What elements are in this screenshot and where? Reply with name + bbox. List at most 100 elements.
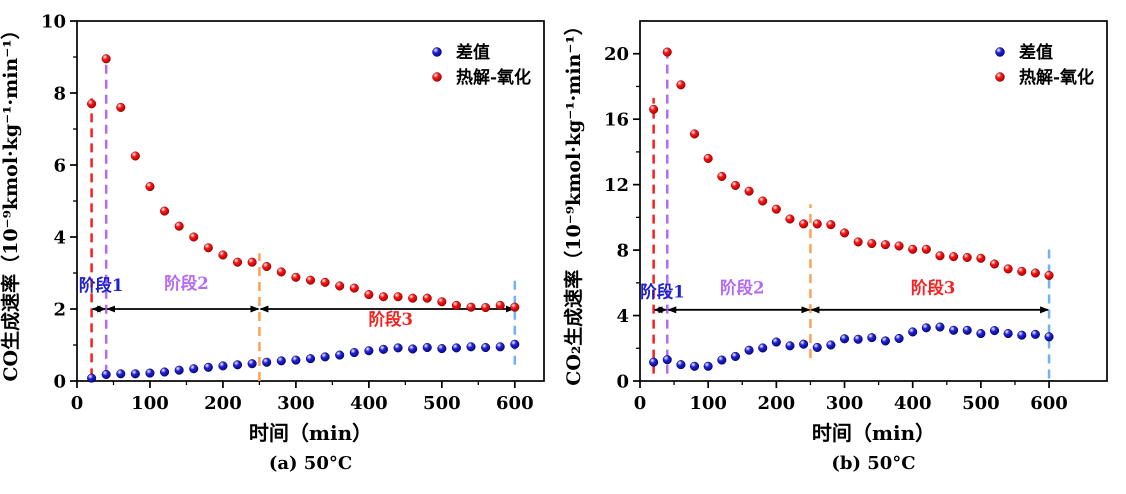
data-point bbox=[880, 336, 890, 346]
data-point bbox=[160, 367, 170, 377]
co-generation-rate-chart: 0 100 200 300 400 500 600 0 2 4 6 8 10 阶段1 阶段2 阶段3 差值热解-… bbox=[0, 12, 545, 474]
data-point bbox=[495, 342, 505, 352]
data-point bbox=[203, 362, 213, 372]
data-point bbox=[349, 348, 359, 358]
legend-marker bbox=[432, 72, 442, 82]
data-point bbox=[908, 244, 918, 254]
series-diff-points bbox=[87, 339, 520, 383]
data-point bbox=[758, 343, 768, 353]
data-point bbox=[839, 334, 850, 344]
data-point bbox=[262, 357, 272, 367]
x-tick-label: 200 bbox=[758, 393, 796, 414]
y-tick-label: 0 bbox=[53, 372, 66, 393]
legend-label: 差值 bbox=[1019, 42, 1053, 63]
x-tick-label: 300 bbox=[277, 393, 315, 414]
y-axis: 0 2 4 6 8 10 bbox=[41, 12, 77, 393]
x-tick-label: 200 bbox=[204, 393, 242, 414]
legend-marker bbox=[432, 47, 442, 57]
chart-caption: (b) 50°C bbox=[831, 453, 915, 474]
x-tick-label: 600 bbox=[1030, 393, 1068, 414]
data-point bbox=[1017, 330, 1027, 340]
data-point bbox=[962, 325, 972, 335]
x-tick-label: 600 bbox=[496, 393, 534, 414]
stage-label: 阶段1 bbox=[640, 282, 684, 302]
stage-labels: 阶段1 阶段2 阶段3 bbox=[79, 273, 413, 329]
data-point bbox=[921, 323, 931, 333]
y-tick-label: 10 bbox=[41, 12, 66, 33]
data-point bbox=[218, 250, 228, 260]
data-point bbox=[466, 302, 476, 312]
data-point bbox=[867, 333, 877, 343]
y-tick-label: 8 bbox=[53, 84, 66, 105]
data-point bbox=[174, 365, 184, 375]
series-pyrolysis-oxidation-points bbox=[649, 47, 1054, 281]
data-point bbox=[689, 361, 700, 371]
y-tick-label: 8 bbox=[616, 241, 629, 262]
data-point bbox=[703, 361, 713, 371]
data-point bbox=[364, 290, 374, 300]
y-axis-label: CO生成速率（10⁻⁹kmol·kg⁻¹·min⁻¹） bbox=[0, 20, 22, 381]
data-point bbox=[422, 342, 432, 353]
series-diff-points bbox=[649, 322, 1054, 371]
stage-label: 阶段3 bbox=[369, 309, 413, 329]
y-axis: 0 4 8 12 16 20 bbox=[604, 44, 640, 393]
data-point bbox=[949, 325, 959, 335]
data-point bbox=[921, 244, 931, 254]
data-point bbox=[320, 352, 330, 362]
plot-border bbox=[76, 20, 545, 382]
stage-label: 阶段2 bbox=[720, 277, 764, 297]
x-tick-label: 400 bbox=[894, 393, 932, 414]
data-point bbox=[189, 232, 199, 242]
data-point bbox=[116, 369, 126, 379]
data-point bbox=[145, 182, 155, 192]
data-point bbox=[880, 240, 890, 250]
data-point bbox=[437, 344, 447, 354]
legend-entry: 差值 bbox=[432, 42, 490, 63]
chart-panel-b: 0 100 200 300 400 500 600 0 4 8 12 16 20 阶段1 阶段2 阶段3 差值热… bbox=[562, 0, 1126, 490]
data-point bbox=[717, 171, 727, 182]
data-point bbox=[291, 355, 301, 365]
data-point bbox=[130, 369, 140, 379]
data-point bbox=[422, 293, 432, 303]
data-point bbox=[291, 272, 301, 282]
data-point bbox=[949, 252, 959, 262]
data-point bbox=[1017, 266, 1027, 276]
data-point bbox=[799, 219, 809, 229]
chart-panel-a: 0 100 200 300 400 500 600 0 2 4 6 8 10 阶段1 阶段2 阶段3 差值 热解-… bbox=[0, 0, 563, 490]
data-point bbox=[305, 354, 316, 364]
data-point bbox=[335, 281, 345, 291]
data-point bbox=[335, 350, 345, 360]
data-point bbox=[744, 186, 754, 196]
data-point bbox=[771, 337, 781, 347]
data-point bbox=[649, 357, 659, 367]
data-point bbox=[703, 153, 713, 164]
legend-entry: 热解-氧化 bbox=[432, 67, 531, 88]
data-point bbox=[481, 303, 491, 313]
data-point bbox=[232, 257, 243, 267]
data-point bbox=[908, 327, 918, 337]
data-point bbox=[320, 277, 330, 287]
data-point bbox=[989, 259, 1000, 269]
data-point bbox=[1030, 329, 1040, 339]
data-point bbox=[247, 257, 257, 267]
data-point bbox=[839, 228, 850, 238]
series-pyrolysis-oxidation-points bbox=[87, 54, 520, 313]
stage-labels: 阶段1 阶段2 阶段3 bbox=[640, 277, 955, 301]
data-point bbox=[976, 253, 986, 263]
data-point bbox=[935, 251, 945, 261]
data-point bbox=[812, 342, 822, 353]
data-point bbox=[262, 261, 272, 272]
y-tick-label: 4 bbox=[616, 306, 629, 327]
x-tick-label: 0 bbox=[71, 393, 84, 414]
data-point bbox=[758, 196, 768, 206]
data-point bbox=[451, 343, 461, 353]
y-axis-label: CO₂生成速率（10⁻⁹kmol·kg⁻¹·min⁻¹） bbox=[563, 16, 585, 385]
legend-marker bbox=[995, 47, 1005, 57]
y-tick-label: 20 bbox=[604, 44, 629, 65]
data-point bbox=[232, 360, 243, 370]
data-point bbox=[203, 243, 213, 253]
x-tick-label: 400 bbox=[350, 393, 388, 414]
data-point bbox=[894, 241, 904, 251]
x-tick-label: 0 bbox=[634, 393, 647, 414]
